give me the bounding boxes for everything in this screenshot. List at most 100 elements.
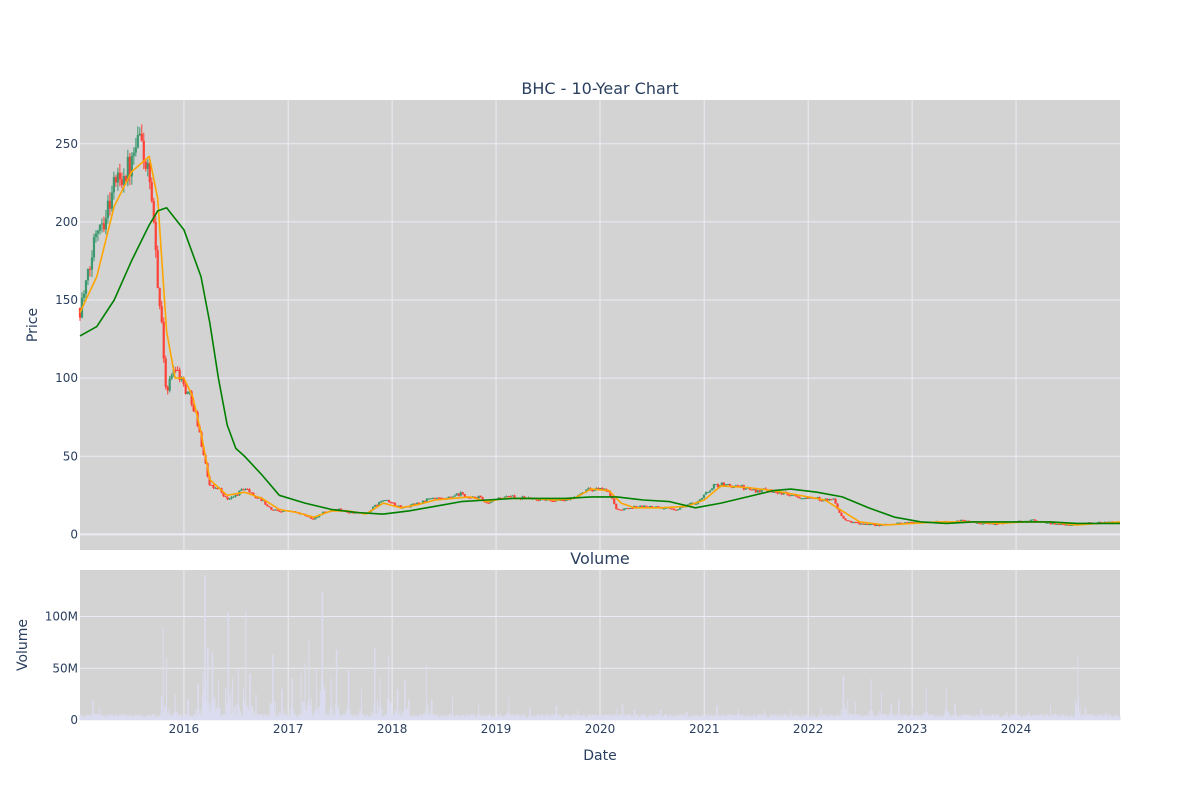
date-x-tick-labels: 2016 2017 2018 2019 2020 2021 2022 2023 2024: [169, 722, 1032, 736]
candle-body: [1031, 519, 1034, 521]
candle-body: [744, 488, 747, 490]
candle-body: [202, 446, 205, 456]
candle-body: [230, 496, 233, 499]
candle-body: [469, 497, 472, 499]
candle-body: [415, 502, 418, 505]
x-tick-label: 2022: [793, 722, 824, 736]
candle-body: [975, 522, 979, 524]
candle-body: [1099, 521, 1102, 523]
candle-body: [625, 508, 628, 510]
candle-body: [120, 179, 123, 185]
candle-body: [385, 499, 389, 501]
candle-body: [623, 508, 626, 511]
candle-body: [1069, 524, 1072, 526]
candle-body: [702, 494, 706, 498]
price-y-tick-label: 100: [55, 371, 78, 385]
volume-y-tick-label: 100M: [45, 610, 78, 624]
candle-body: [870, 524, 873, 526]
candle-body: [280, 511, 283, 513]
candle-body: [447, 496, 450, 498]
candle-body: [92, 237, 96, 258]
candle-body: [463, 494, 466, 497]
candle-body: [712, 484, 716, 489]
candle-body: [860, 523, 863, 525]
candle-body: [850, 521, 853, 523]
candle-body: [959, 519, 963, 522]
candle-body: [324, 511, 327, 513]
candle-body: [599, 488, 602, 490]
candle-body: [485, 502, 488, 504]
candle-body: [413, 503, 416, 505]
candle-body: [224, 496, 227, 498]
candle-body: [858, 522, 861, 525]
candle-body: [393, 502, 397, 506]
x-tick-label: 2020: [585, 722, 616, 736]
candle-body: [627, 508, 630, 510]
short-moving-average-line: [79, 155, 1121, 526]
candle-body: [649, 506, 652, 508]
candle-body: [788, 495, 791, 497]
candle-body: [457, 493, 460, 496]
candle-body: [916, 521, 919, 523]
candle-body: [794, 494, 797, 497]
candle-body: [128, 156, 131, 177]
candle-body: [561, 499, 564, 501]
candle-body: [210, 484, 213, 486]
x-tick-label: 2023: [897, 722, 928, 736]
candle-body: [854, 522, 857, 524]
price-axis-title: Price: [25, 308, 41, 342]
candle-body: [908, 521, 911, 523]
candle-body: [477, 495, 480, 499]
volume-bars: [79, 575, 1121, 720]
candle-body: [862, 523, 865, 525]
candle-body: [900, 522, 903, 524]
candle-body: [98, 224, 102, 231]
candle-body: [656, 506, 660, 508]
candle-body: [780, 492, 783, 495]
candle-body: [481, 497, 484, 501]
candle-body: [832, 498, 835, 500]
candle-body: [1063, 524, 1066, 526]
candle-body: [467, 497, 470, 499]
candle-body: [371, 506, 375, 511]
candle-body: [272, 509, 275, 511]
candle-body: [154, 221, 157, 251]
candle-body: [246, 488, 249, 490]
candle-body: [722, 482, 725, 487]
candle-body: [208, 476, 211, 485]
candle-body: [651, 506, 654, 508]
candle-body: [118, 172, 121, 180]
x-tick-label: 2016: [169, 722, 200, 736]
candle-body: [619, 509, 622, 511]
candle-body: [587, 488, 590, 490]
candle-body: [138, 133, 141, 136]
candle-body: [726, 483, 729, 485]
candle-body: [234, 494, 237, 497]
candle-body: [228, 498, 231, 500]
candle-body: [912, 521, 915, 523]
candle-body: [802, 498, 805, 500]
candle-body: [387, 499, 391, 503]
candle-body: [842, 515, 845, 519]
candle-body: [993, 524, 997, 526]
candle-body: [160, 306, 163, 322]
candle-body: [834, 498, 837, 504]
candle-body: [487, 502, 490, 504]
candle-body: [244, 488, 247, 490]
candle-body: [178, 370, 181, 380]
candle-body: [778, 492, 781, 494]
candle-body: [844, 518, 847, 521]
candle-body: [559, 499, 562, 501]
candle-body: [256, 497, 259, 499]
candle-body: [639, 505, 642, 507]
candle-body: [84, 280, 88, 294]
candle-body: [828, 499, 831, 501]
candle-body: [489, 501, 492, 504]
price-y-tick-label: 150: [55, 293, 78, 307]
candle-body: [904, 522, 907, 524]
price-y-tick-label: 50: [63, 449, 78, 463]
candle-body: [798, 497, 801, 499]
candle-body: [852, 522, 855, 524]
price-y-tick-label: 0: [70, 527, 78, 541]
candle-body: [276, 509, 279, 511]
